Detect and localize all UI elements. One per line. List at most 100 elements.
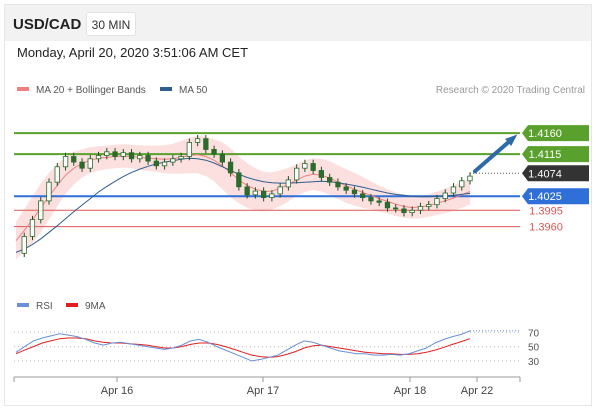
candle (71, 152, 77, 166)
rsi-tick-label: 70 (528, 328, 540, 339)
candle (326, 173, 333, 186)
candle-body (459, 180, 465, 188)
candle-body (236, 172, 242, 188)
candle-body (186, 141, 193, 157)
level-tag-label: 1.4115 (529, 149, 562, 161)
candle (145, 151, 151, 165)
candle (112, 148, 118, 161)
candle-body (376, 200, 382, 203)
candle (302, 159, 308, 172)
candle-body (310, 163, 316, 171)
candle-body (194, 138, 201, 143)
candle-body (260, 190, 267, 199)
x-tick-label: Apr 22 (461, 385, 493, 397)
candle (434, 194, 440, 209)
candle-body (79, 161, 85, 169)
ma50-line (15, 157, 471, 253)
ma20-swatch (17, 87, 29, 92)
level-tag-label: 1.4025 (528, 191, 562, 203)
candle (21, 232, 27, 258)
candle (384, 198, 391, 212)
candle-body (104, 151, 110, 156)
legend-item-9ma: 9MA (66, 301, 106, 312)
candle (54, 163, 60, 186)
candle (409, 206, 415, 217)
candle-body (343, 186, 349, 191)
candle-body (252, 190, 259, 196)
candle-body (285, 179, 292, 188)
candle (351, 186, 358, 198)
candle-body (368, 197, 374, 202)
candle-body (153, 160, 160, 167)
timestamp: Monday, April 20, 2020 3:51:06 AM CET (17, 45, 249, 60)
candle (293, 164, 300, 184)
candle (417, 202, 424, 215)
candle (203, 134, 209, 154)
candle-body (87, 158, 93, 169)
candle (137, 151, 143, 163)
level-tag-label: 1.4074 (528, 168, 562, 180)
legend-item-rsi: RSI (17, 301, 53, 312)
level-tag-bg (522, 146, 589, 163)
candle (244, 183, 250, 199)
level-tag-1-4160: 1.4160 (522, 125, 589, 142)
candle (260, 187, 267, 202)
candle-body (112, 151, 118, 157)
candle (128, 148, 135, 163)
candle (368, 193, 374, 205)
candle (459, 177, 465, 191)
candle-body (335, 181, 341, 188)
candle-body (128, 152, 135, 160)
candle (450, 183, 457, 197)
candle-body (227, 161, 234, 174)
x-tick-label: Apr 18 (394, 385, 426, 397)
candle (62, 152, 69, 171)
level-tag-1-4074: 1.4074 (522, 165, 589, 182)
x-tick-label: Apr 17 (247, 385, 279, 397)
rsi-swatch (17, 303, 29, 308)
candle (318, 166, 325, 182)
candle-body (54, 166, 60, 183)
candle (343, 183, 349, 194)
candle-body (417, 206, 424, 211)
candle-body (351, 189, 358, 195)
candle-body (170, 158, 176, 163)
level-tag-1-3960: 1.3960 (529, 222, 563, 234)
candle (401, 205, 407, 217)
candle-body (426, 204, 432, 207)
level-tag-bg (522, 188, 589, 205)
timeframe-badge[interactable]: 30 MIN (86, 12, 136, 36)
candle (236, 169, 242, 191)
9ma-swatch (66, 303, 78, 308)
candle (227, 158, 234, 177)
candle (95, 151, 102, 163)
rsi-9ma-line (15, 337, 471, 358)
candle-body (38, 200, 44, 220)
chart-frame (4, 4, 592, 406)
legend-label-ma20: MA 20 + Bollinger Bands (36, 85, 146, 96)
candle-body (71, 156, 77, 163)
candle (170, 155, 176, 166)
candle-body (434, 198, 440, 206)
candle-body (384, 201, 391, 209)
legend-label-ma50: MA 50 (179, 85, 208, 96)
rsi-tick-label: 50 (528, 343, 540, 354)
level-tag-1-4115: 1.4115 (522, 146, 589, 163)
rsi-tick-label: 30 (528, 357, 540, 368)
candle (269, 190, 275, 202)
level-tag-1-3995: 1.3995 (529, 205, 563, 217)
candle (87, 155, 93, 172)
legend-label-9ma: 9MA (85, 301, 106, 312)
candle-body (46, 181, 52, 202)
candle-body (137, 155, 143, 160)
candle (359, 190, 366, 202)
candle (46, 178, 52, 205)
candle-body (120, 152, 126, 157)
candle (211, 145, 217, 158)
candle (252, 187, 259, 199)
candle (38, 197, 44, 224)
candle-body (326, 177, 333, 183)
legend-label-rsi: RSI (36, 301, 53, 312)
instrument-title: USD/CAD (13, 16, 82, 33)
candle (79, 158, 85, 172)
